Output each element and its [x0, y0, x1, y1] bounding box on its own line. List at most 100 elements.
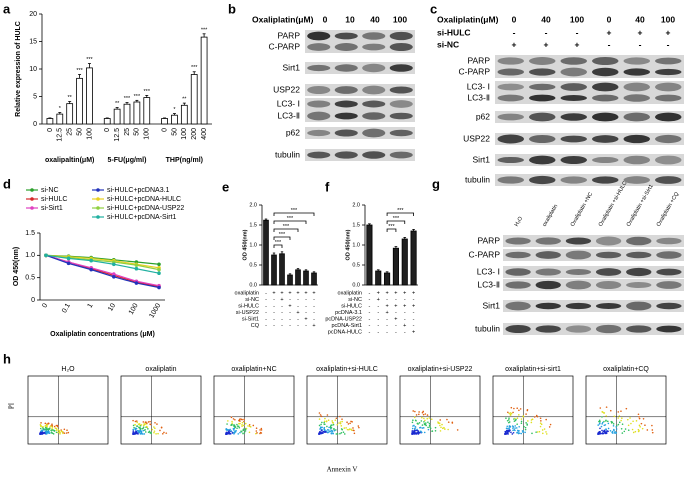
- event: [437, 422, 440, 424]
- y-tick-label: 10: [29, 66, 37, 73]
- event: [144, 431, 147, 433]
- condition-sign: -: [368, 297, 370, 303]
- event: [40, 422, 42, 424]
- y-tick-label: 1.0: [25, 252, 35, 259]
- condition-sign: -: [265, 297, 267, 303]
- event: [323, 431, 325, 433]
- header-value: 0: [607, 14, 612, 24]
- event: [41, 431, 44, 434]
- header-value: -: [608, 39, 611, 49]
- event: [42, 427, 44, 430]
- event: [233, 432, 236, 434]
- event: [535, 414, 538, 417]
- event: [165, 432, 168, 434]
- event: [153, 426, 155, 428]
- legend-marker: [96, 215, 100, 219]
- condition-sign: -: [413, 316, 415, 322]
- event: [422, 410, 424, 413]
- event: [236, 423, 238, 426]
- bar: [303, 270, 309, 286]
- event: [319, 414, 322, 416]
- event: [136, 425, 138, 427]
- event: [541, 429, 544, 431]
- band: [362, 100, 386, 108]
- band: [535, 237, 561, 245]
- event: [239, 431, 241, 434]
- event: [244, 422, 247, 425]
- band: [307, 100, 331, 108]
- event: [439, 424, 441, 427]
- event: [323, 420, 326, 423]
- band: [334, 100, 358, 108]
- header-label: si-NC: [437, 39, 459, 49]
- condition-sign: -: [377, 310, 379, 316]
- band: [529, 134, 556, 144]
- significance: **: [182, 97, 187, 103]
- band: [592, 67, 619, 77]
- event: [621, 432, 624, 434]
- condition-sign: -: [265, 310, 267, 316]
- condition-sign: -: [305, 303, 307, 309]
- header-value: 100: [393, 14, 407, 24]
- point: [89, 267, 93, 272]
- band: [334, 86, 358, 94]
- event: [522, 415, 525, 417]
- comparison-bracket: [273, 228, 299, 232]
- legend-label: si-Sirt1: [41, 205, 63, 212]
- significance: ***: [201, 27, 208, 33]
- condition-sign: -: [313, 310, 315, 316]
- event: [143, 433, 146, 435]
- event: [597, 431, 600, 434]
- band: [497, 113, 524, 121]
- event: [640, 422, 643, 425]
- y-tick-label: 1.0: [249, 242, 257, 248]
- event: [325, 430, 328, 432]
- event: [525, 422, 527, 424]
- event: [426, 414, 429, 416]
- event: [338, 422, 340, 424]
- band: [529, 83, 556, 91]
- event: [242, 428, 245, 430]
- event: [40, 430, 42, 433]
- event: [345, 427, 347, 429]
- bar: [76, 77, 83, 125]
- event: [154, 422, 156, 424]
- comparison-label: ***: [388, 224, 395, 230]
- condition-label: pcDNA-HULC: [328, 329, 362, 335]
- legend-label: si-HULC: [41, 196, 67, 203]
- event: [531, 418, 534, 421]
- event: [411, 421, 414, 424]
- event: [540, 420, 542, 422]
- event: [327, 431, 329, 434]
- event: [510, 406, 513, 409]
- header-label: Oxaliplatin(μM): [252, 14, 314, 24]
- event: [132, 432, 134, 434]
- event: [242, 424, 245, 427]
- band: [529, 57, 556, 65]
- header-value: -: [513, 27, 516, 37]
- band: [362, 32, 386, 40]
- point: [44, 253, 48, 258]
- event: [446, 418, 448, 421]
- event: [511, 433, 514, 435]
- series-line: [45, 254, 160, 271]
- event: [418, 411, 420, 413]
- event: [39, 433, 41, 435]
- event: [508, 425, 511, 427]
- event: [427, 428, 430, 431]
- series-line: [45, 254, 160, 287]
- event: [241, 425, 243, 428]
- event: [506, 425, 509, 428]
- event: [322, 432, 324, 434]
- header-value: +: [512, 39, 517, 49]
- condition-sign: -: [368, 290, 370, 296]
- event: [340, 432, 343, 434]
- event: [331, 420, 334, 422]
- x-tick-label: 12.5: [114, 128, 121, 142]
- condition-sign: -: [281, 323, 283, 329]
- comparison-label: ***: [279, 232, 286, 238]
- event: [414, 410, 416, 413]
- band: [655, 82, 682, 92]
- event: [57, 431, 59, 434]
- comparison-label: ***: [393, 216, 400, 222]
